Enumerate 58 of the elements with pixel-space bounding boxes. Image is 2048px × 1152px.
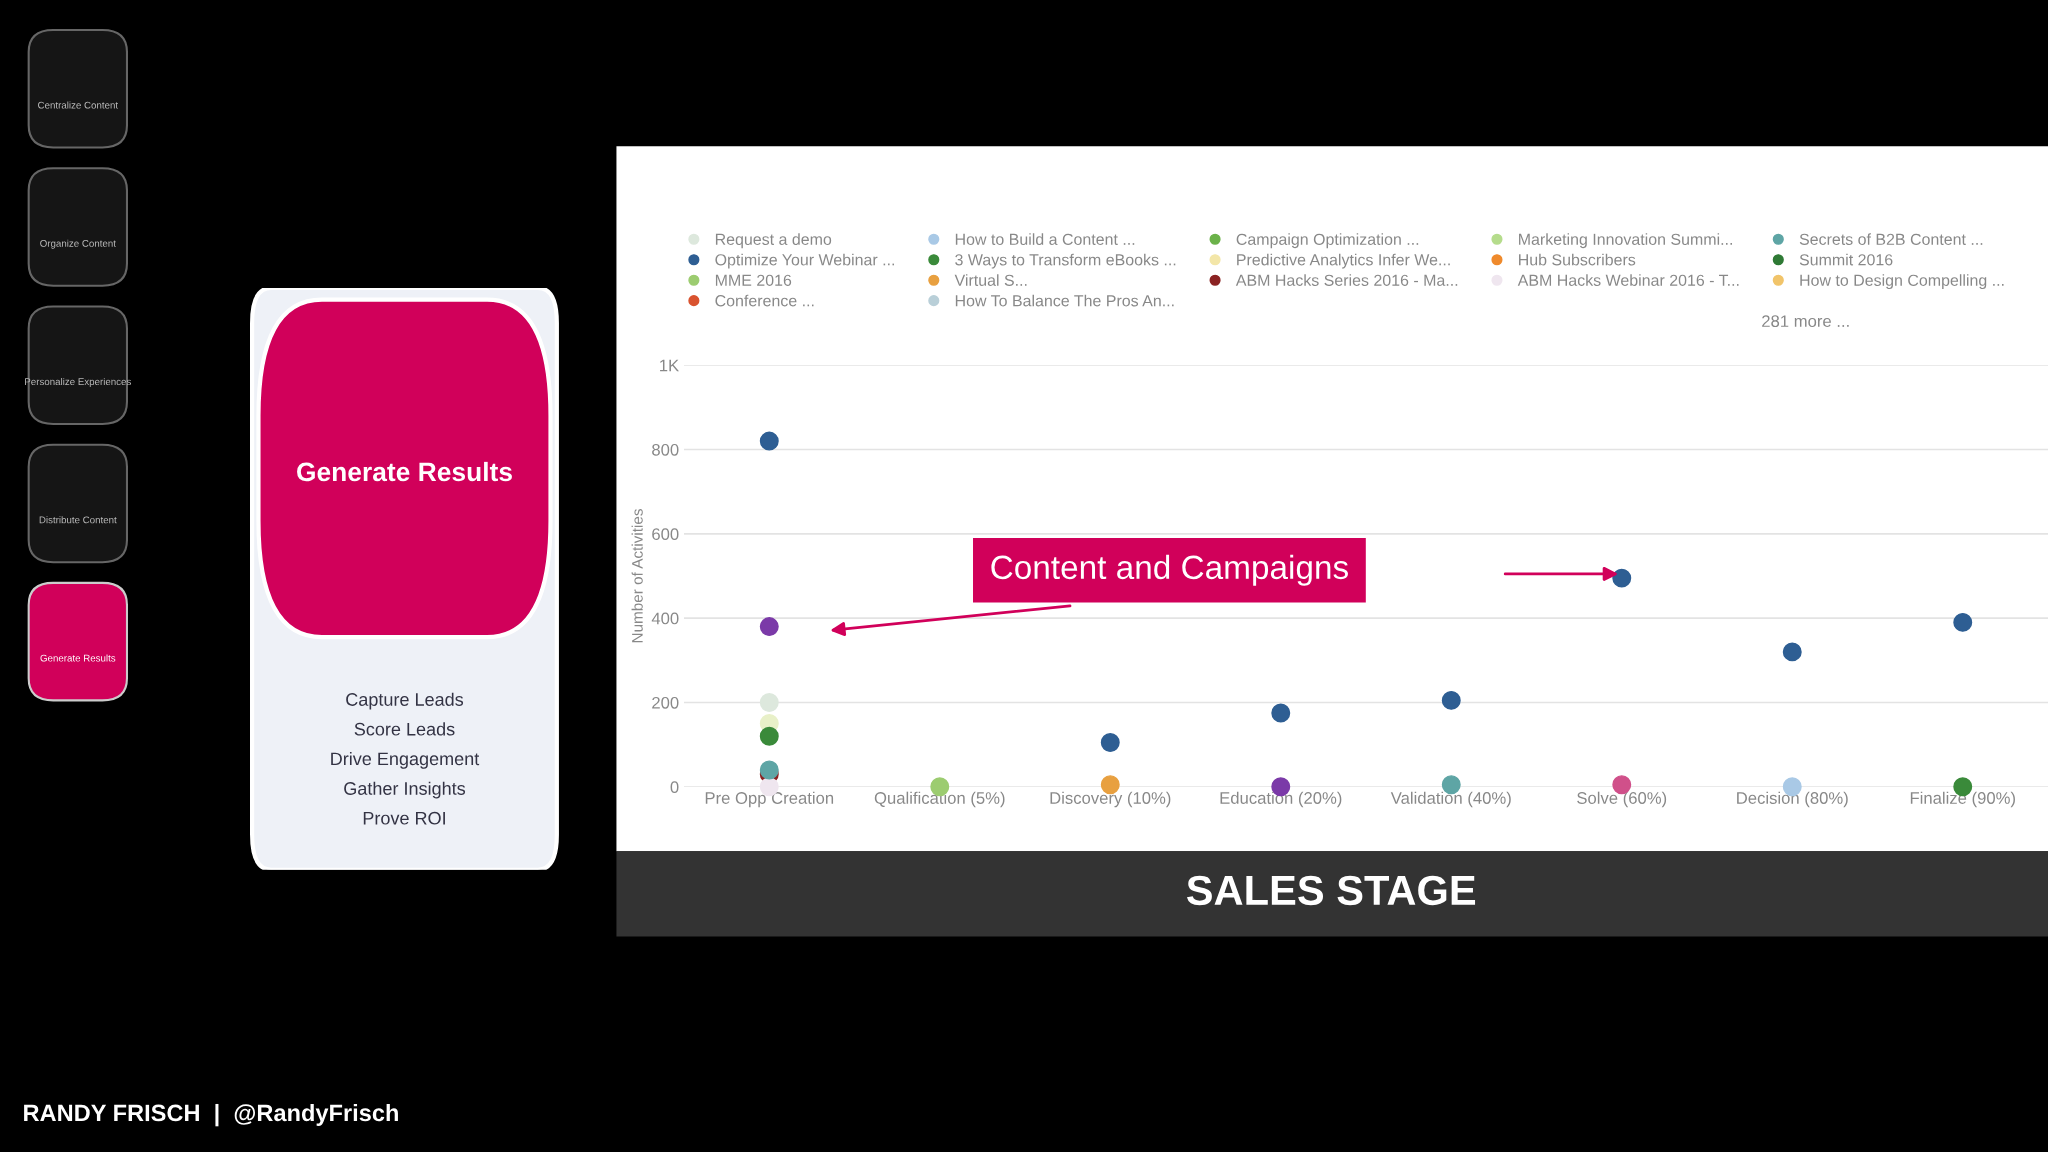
- annotation: Content and Campaigns: [991, 554, 1348, 586]
- point: [1612, 568, 1632, 588]
- y-tick-label: 200: [652, 696, 679, 709]
- x-tick-label: Pre Opp Creation: [705, 791, 834, 808]
- legend-label: Secrets of B2B Content ...: [1799, 233, 1983, 245]
- point: [759, 617, 779, 637]
- legend-label: Hub Subscribers: [1519, 253, 1636, 266]
- x-tick-label: Education (20%): [1220, 791, 1342, 808]
- x-tick-label: Validation (40%): [1390, 791, 1511, 808]
- legend-label: Predictive Analytics Infer We...: [1237, 253, 1450, 269]
- x-tick-label: Solve (60%): [1577, 791, 1667, 808]
- legend-label: 3 Ways to Transform eBooks ...: [955, 253, 1176, 269]
- y-tick-label: 800: [652, 443, 679, 456]
- legend-label: ABM Hacks Webinar 2016 - T...: [1517, 274, 1739, 286]
- text: Distribute Content: [39, 516, 117, 524]
- legend-label: Campaign Optimization ...: [1236, 233, 1419, 249]
- point: [1953, 612, 1973, 632]
- point: [1100, 733, 1120, 753]
- x-tick-label: Discovery (10%): [1050, 791, 1171, 808]
- legend-label: MME 2016: [715, 274, 792, 286]
- legend-label: Request a demo: [715, 233, 832, 249]
- text: Gather Insights: [344, 781, 466, 799]
- legend-label: Optimize Your Webinar ...: [715, 253, 894, 269]
- text: Prove ROI: [363, 811, 445, 825]
- y-axis-title: Number of Activities: [631, 509, 643, 643]
- point: [759, 693, 779, 712]
- y-tick-label: 0: [670, 781, 679, 794]
- point: [759, 726, 779, 746]
- text: Capture Leads: [346, 692, 464, 710]
- legend-label: Virtual S...: [954, 274, 1027, 286]
- point: [759, 431, 779, 451]
- text: RANDY FRISCH | @RandyFrisch: [24, 1103, 398, 1127]
- legend-label: Marketing Innovation Summi...: [1519, 233, 1732, 249]
- text: Generate Results: [297, 461, 512, 482]
- point: [759, 760, 779, 780]
- text: Personalize Experiences: [25, 377, 131, 387]
- point: [1271, 703, 1291, 723]
- y-tick-label: 1K: [660, 359, 679, 372]
- y-tick-label: 600: [652, 528, 679, 541]
- text: Centralize Content: [38, 101, 119, 109]
- x-axis-title: SALES STAGE: [1186, 875, 1476, 906]
- point: [1441, 690, 1461, 710]
- legend-label: Conference ...: [715, 294, 814, 307]
- point: [1782, 642, 1802, 662]
- legend-label: Summit 2016: [1799, 253, 1893, 266]
- text: Drive Engagement: [331, 751, 480, 769]
- legend-label: ABM Hacks Series 2016 - Ma...: [1235, 274, 1458, 286]
- x-tick-label: Finalize (90%): [1910, 791, 2015, 808]
- text: Generate Results: [40, 654, 116, 662]
- y-tick-label: 400: [651, 612, 679, 625]
- text: Score Leads: [354, 722, 455, 736]
- text: 281 more ...: [1762, 315, 1849, 328]
- legend-label: How to Build a Content ...: [955, 233, 1135, 245]
- x-tick-label: Decision (80%): [1737, 791, 1848, 808]
- legend-label: How To Balance The Pros An...: [955, 294, 1174, 307]
- legend-label: How to Design Compelling ...: [1800, 274, 2004, 290]
- x-tick-label: Qualification (5%): [874, 791, 1005, 808]
- text: Organize Content: [40, 239, 116, 249]
